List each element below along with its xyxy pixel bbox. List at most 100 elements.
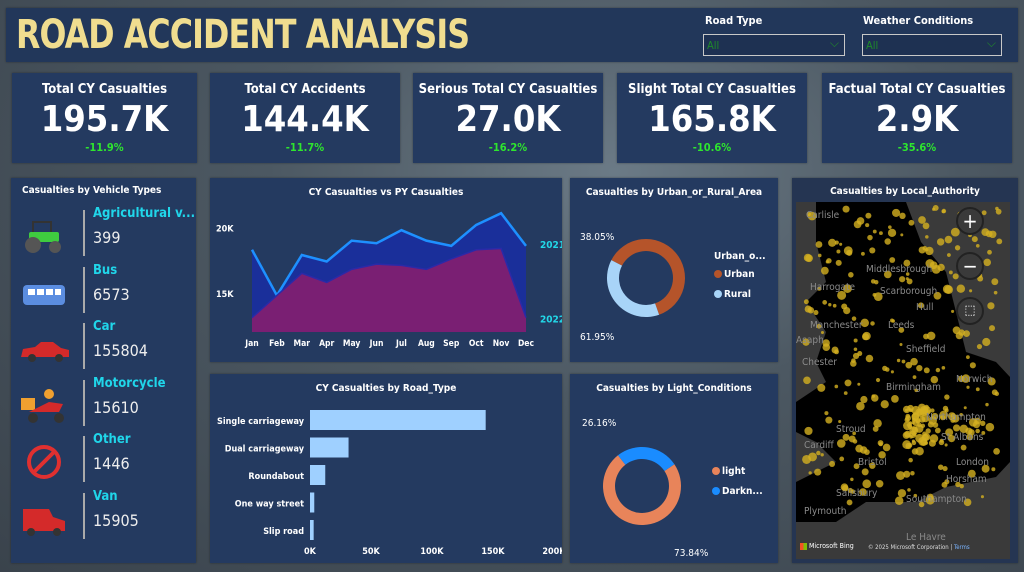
casualty-bubble[interactable] — [899, 276, 906, 283]
bar[interactable] — [310, 492, 315, 513]
casualty-bubble[interactable] — [842, 433, 850, 441]
casualty-bubble[interactable] — [905, 413, 911, 419]
select-area-icon[interactable]: ⬚ — [956, 297, 984, 325]
legend-label[interactable]: Rural — [724, 289, 751, 300]
casualty-bubble[interactable] — [853, 463, 860, 470]
casualty-bubble[interactable] — [847, 487, 853, 494]
casualty-bubble[interactable] — [931, 412, 939, 420]
casualty-bubble[interactable] — [925, 235, 929, 239]
casualty-bubble[interactable] — [905, 442, 912, 450]
casualty-bubble[interactable] — [903, 405, 911, 414]
casualty-bubble[interactable] — [879, 231, 883, 236]
casualty-bubble[interactable] — [887, 228, 897, 238]
donut-slice[interactable] — [611, 239, 685, 315]
zoom-in-button[interactable]: + — [956, 207, 984, 235]
casualty-bubble[interactable] — [883, 270, 892, 279]
casualty-bubble[interactable] — [892, 208, 901, 217]
casualty-bubble[interactable] — [987, 377, 996, 386]
casualty-bubble[interactable] — [822, 343, 831, 352]
casualty-bubble[interactable] — [956, 284, 966, 293]
casualty-bubble[interactable] — [851, 358, 856, 363]
casualty-bubble[interactable] — [862, 479, 872, 489]
casualty-bubble[interactable] — [941, 366, 946, 370]
casualty-bubble[interactable] — [931, 264, 941, 274]
casualty-bubble[interactable] — [814, 468, 822, 476]
casualty-bubble[interactable] — [861, 468, 869, 476]
casualty-bubble[interactable] — [865, 212, 872, 219]
casualty-bubble[interactable] — [909, 426, 919, 435]
casualty-bubble[interactable] — [828, 303, 832, 307]
casualty-bubble[interactable] — [922, 245, 928, 251]
casualty-bubble[interactable] — [965, 355, 970, 360]
casualty-bubble[interactable] — [835, 259, 842, 266]
casualty-bubble[interactable] — [976, 343, 983, 350]
casualty-bubble[interactable] — [843, 284, 852, 293]
casualty-bubble[interactable] — [915, 433, 925, 443]
casualty-bubble[interactable] — [926, 493, 934, 501]
casualty-bubble[interactable] — [923, 367, 930, 374]
casualty-bubble[interactable] — [804, 426, 813, 436]
casualty-bubble[interactable] — [911, 413, 919, 421]
casualty-bubble[interactable] — [950, 227, 960, 237]
casualty-bubble[interactable] — [877, 440, 884, 446]
casualty-bubble[interactable] — [848, 272, 854, 278]
casualty-bubble[interactable] — [839, 242, 843, 246]
casualty-bubble[interactable] — [825, 260, 830, 264]
casualty-bubble[interactable] — [959, 483, 964, 489]
casualty-bubble[interactable] — [874, 279, 879, 285]
casualty-bubble[interactable] — [899, 343, 903, 347]
casualty-bubble[interactable] — [942, 466, 948, 472]
casualty-bubble[interactable] — [939, 410, 948, 420]
casualty-bubble[interactable] — [872, 229, 877, 234]
casualty-bubble[interactable] — [817, 253, 822, 258]
bar[interactable] — [310, 437, 349, 458]
casualty-bubble[interactable] — [842, 205, 850, 213]
casualty-bubble[interactable] — [981, 210, 987, 216]
casualty-bubble[interactable] — [903, 421, 912, 431]
casualty-bubble[interactable] — [848, 435, 856, 443]
casualty-bubble[interactable] — [875, 377, 881, 383]
casualty-bubble[interactable] — [873, 419, 882, 428]
casualty-bubble[interactable] — [944, 235, 953, 244]
casualty-bubble[interactable] — [951, 414, 960, 423]
casualty-bubble[interactable] — [803, 253, 812, 262]
bar[interactable] — [310, 520, 314, 540]
casualty-bubble[interactable] — [944, 443, 948, 447]
casualty-bubble[interactable] — [890, 318, 894, 323]
casualty-bubble[interactable] — [952, 326, 961, 335]
casualty-bubble[interactable] — [882, 443, 891, 452]
casualty-bubble[interactable] — [824, 411, 829, 416]
casualty-bubble[interactable] — [995, 208, 1002, 215]
casualty-bubble[interactable] — [859, 488, 867, 496]
casualty-bubble[interactable] — [974, 417, 982, 425]
casualty-bubble[interactable] — [865, 354, 874, 363]
casualty-bubble[interactable] — [980, 495, 984, 499]
casualty-bubble[interactable] — [996, 238, 1003, 245]
casualty-bubble[interactable] — [981, 228, 990, 237]
casualty-bubble[interactable] — [918, 216, 926, 224]
casualty-bubble[interactable] — [908, 408, 913, 412]
zoom-out-button[interactable]: − — [956, 252, 984, 280]
casualty-bubble[interactable] — [941, 209, 946, 214]
casualty-bubble[interactable] — [846, 499, 853, 506]
casualty-bubble[interactable] — [889, 257, 896, 263]
casualty-bubble[interactable] — [896, 471, 905, 480]
casualty-bubble[interactable] — [851, 316, 857, 321]
legend-label[interactable]: Urban — [724, 269, 755, 280]
casualty-bubble[interactable] — [856, 401, 865, 411]
casualty-bubble[interactable] — [945, 428, 954, 437]
casualty-bubble[interactable] — [860, 251, 865, 256]
casualty-bubble[interactable] — [913, 493, 918, 498]
casualty-bubble[interactable] — [959, 412, 964, 417]
casualty-bubble[interactable] — [836, 439, 846, 448]
casualty-bubble[interactable] — [820, 453, 824, 457]
casualty-bubble[interactable] — [981, 431, 986, 435]
casualty-bubble[interactable] — [908, 457, 913, 463]
casualty-bubble[interactable] — [837, 290, 847, 300]
casualty-bubble[interactable] — [987, 249, 992, 255]
casualty-bubble[interactable] — [825, 416, 833, 424]
casualty-bubble[interactable] — [853, 347, 858, 352]
casualty-bubble[interactable] — [841, 484, 849, 492]
casualty-bubble[interactable] — [906, 278, 913, 285]
casualty-bubble[interactable] — [869, 462, 876, 469]
